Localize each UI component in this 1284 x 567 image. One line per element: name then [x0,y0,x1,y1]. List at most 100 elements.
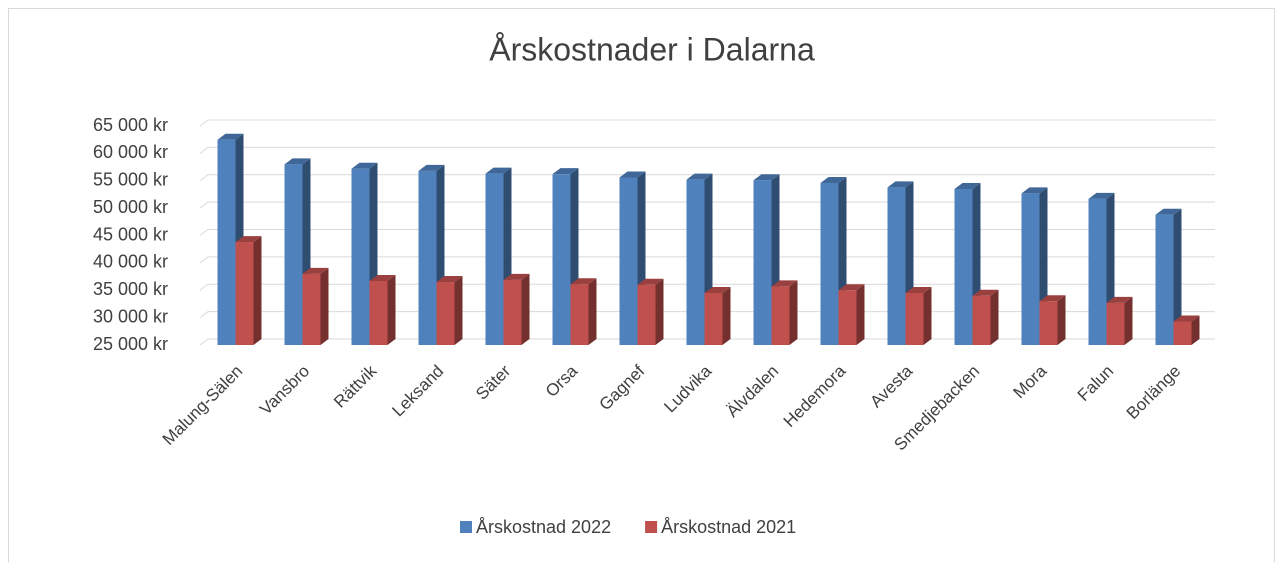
bar-top [905,286,932,293]
y-tick-label: 25 000 kr [93,334,168,354]
x-tick-label: Vansbro [256,361,313,418]
legend-label: Årskostnad 2021 [661,517,796,537]
bar [1173,315,1200,345]
bar-front [771,286,790,345]
bar [1155,208,1182,345]
bar-side [1191,315,1200,345]
bar-front [1021,193,1040,345]
x-tick-label: Borlänge [1123,361,1185,423]
y-tick-label: 60 000 kr [93,142,168,162]
x-tick-label: Avesta [866,361,916,411]
bar-top [1106,296,1133,303]
bar-top [284,158,311,165]
bar-top [369,274,396,281]
x-tick-label: Mora [1010,361,1051,402]
bar-top [351,162,378,169]
bar [905,286,932,345]
bar-side [320,267,329,345]
bar-top [1039,295,1066,302]
bar-top [820,176,847,183]
bar-side [1173,208,1182,345]
bar [704,286,731,345]
bar-front [686,179,705,345]
bar-top [570,278,597,285]
grid-line [199,174,1215,182]
bar-front [436,282,455,345]
bar-front [1106,302,1125,345]
bar [1039,295,1066,345]
bar-side [923,286,932,345]
x-tick-label: Malung-Sälen [159,361,247,449]
bar-front [235,242,254,345]
legend-label: Årskostnad 2022 [476,517,611,537]
bar-side [789,280,798,345]
x-tick-label: Gagnef [595,361,648,414]
y-tick-label: 65 000 kr [93,115,168,135]
bar-front [302,273,321,345]
x-tick-label: Rättvik [330,361,381,412]
bar-front [485,173,504,345]
bar [503,273,530,345]
bar-side [253,236,262,345]
bar-side [588,278,597,345]
x-tick-label: Säter [472,361,514,403]
grid-line [199,229,1215,236]
bar [217,133,244,345]
bar-front [972,295,991,345]
bar-top [619,171,646,178]
bar-side [990,289,999,345]
bar-top [418,164,445,171]
grid-line [199,119,1215,127]
bar-top [436,276,463,283]
grid-line [199,283,1215,291]
bar-front [1173,321,1192,345]
bar-front [704,292,723,345]
bar-side [521,273,530,345]
bar [972,289,999,345]
grid-line [199,338,1215,346]
bar [1106,296,1133,345]
bar-front [905,292,924,345]
bar [771,280,798,345]
bar-top [771,280,798,287]
bar-top [302,267,329,274]
bar [637,278,664,345]
bar-front [887,187,906,345]
y-tick-label: 40 000 kr [93,252,168,272]
bar-front [570,284,589,345]
y-tick-label: 55 000 kr [93,170,168,190]
bar-top [637,278,664,285]
bar-top [217,133,244,140]
bar-front [369,280,388,345]
x-tick-label: Orsa [542,361,582,401]
bar-front [418,170,437,345]
bar-front [637,284,656,345]
y-tick-label: 30 000 kr [93,306,168,326]
bar-side [856,284,865,345]
bar-top [552,168,579,175]
bar-side [1124,296,1133,345]
bar [570,278,597,345]
legend-swatch [645,521,658,533]
bar-front [1039,301,1058,345]
bar-top [1021,187,1048,194]
y-tick-label: 45 000 kr [93,224,168,244]
chart-frame [8,8,1275,567]
bar [887,181,914,345]
bar-top [1088,192,1115,199]
bar [838,284,865,345]
x-tick-label: Hedemora [780,361,850,431]
x-tick-label: Falun [1074,361,1118,405]
bar [369,274,396,345]
bar-front [284,164,303,345]
bar-top [235,236,262,243]
y-tick-label: 50 000 kr [93,197,168,217]
x-tick-label: Leksand [388,361,447,420]
bar-top [887,181,914,188]
bar [436,276,463,345]
bar-top [954,182,981,189]
bar-top [972,289,999,296]
x-tick-label: Älvdalen [723,361,783,421]
bar-side [454,276,463,345]
bar-front [351,168,370,345]
